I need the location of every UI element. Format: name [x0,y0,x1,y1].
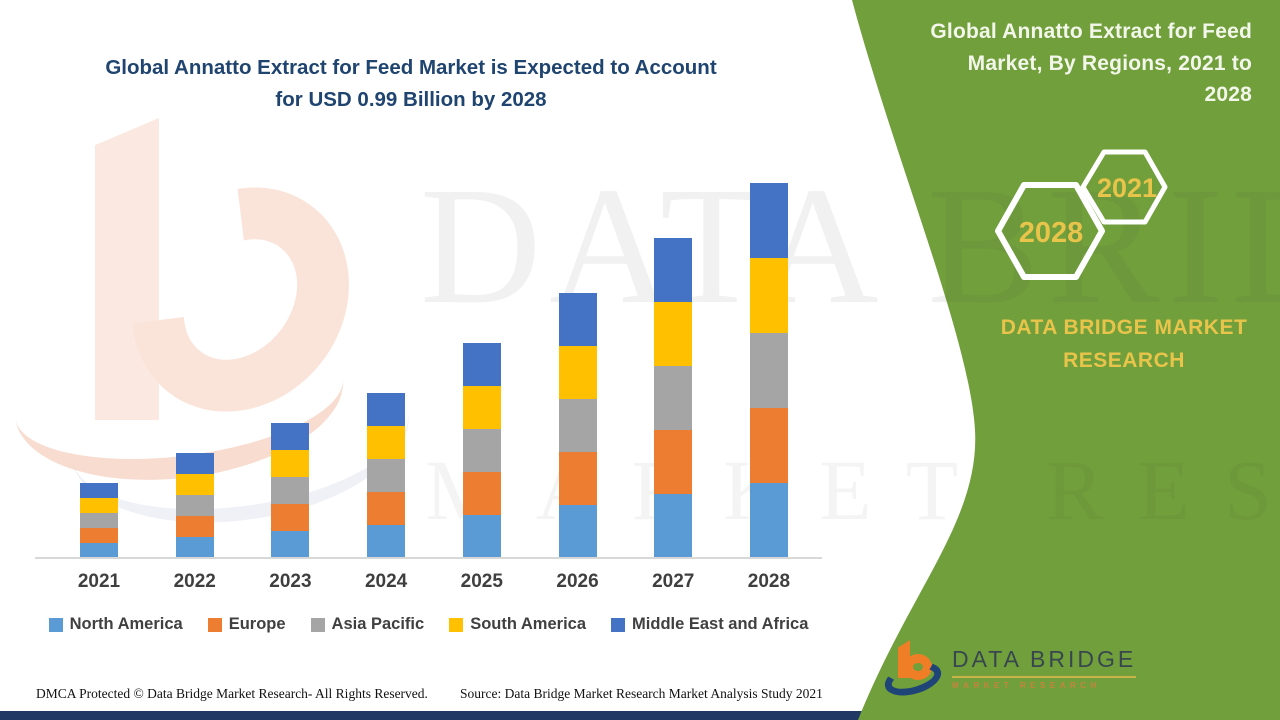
bar-segment-asia-pacific [558,399,597,452]
legend-label: Asia Pacific [331,615,425,633]
source-note: Source: Data Bridge Market Research Mark… [460,686,823,701]
bar-segment-south-america [462,386,501,429]
bar-segment-asia-pacific [80,513,118,528]
legend-label: North America [69,615,183,633]
x-axis-label: 2025 [460,571,503,592]
bar-segment-europe [80,528,118,543]
x-axis-label: 2027 [652,571,695,592]
bar-segment-south-america [749,258,788,333]
legend-item-south-america: South America [449,615,586,634]
bar-segment-middle-east-and-africa [175,453,214,474]
bar-group-2023: 2023 [269,423,312,592]
bar-segment-asia-pacific [367,459,406,492]
bar-group-2024: 2024 [365,393,407,592]
bar-segment-north-america [367,525,406,558]
bar-segment-middle-east-and-africa [462,343,501,386]
bar-group-2025: 2025 [461,343,503,592]
x-axis-label: 2022 [173,571,216,592]
bar-chart: 2021 2022 2023 2024 2025 2026 2027 2028 [78,0,790,592]
bar-segment-middle-east-and-africa [558,293,597,346]
bar-group-2022: 2022 [174,453,216,592]
bar-segment-south-america [558,346,597,399]
bar-segment-asia-pacific [175,495,214,516]
bar-segment-middle-east-and-africa [367,393,406,426]
bar-segment-europe [367,492,406,525]
chart-title: Global Annatto Extract for Feed Market i… [35,52,787,116]
bar-segment-asia-pacific [654,366,693,430]
legend-item-middle-east-and-africa: Middle East and Africa [611,615,808,634]
bar-segment-europe [558,452,597,505]
bar-segment-south-america [80,498,118,513]
legend-item-north-america: North America [48,615,183,634]
legend-label: South America [470,615,587,633]
bar-segment-north-america [80,543,118,558]
bar-segment-north-america [749,483,788,558]
bar-segment-north-america [654,494,693,558]
chart-title-line2: for USD 0.99 Billion by 2028 [275,87,547,111]
legend-item-asia-pacific: Asia Pacific [310,615,425,634]
bar-segment-europe [462,472,501,515]
x-axis-label: 2021 [77,571,121,592]
bar-group-2026: 2026 [556,293,599,592]
bar-segment-middle-east-and-africa [271,423,310,450]
bar-segment-middle-east-and-africa [749,183,788,258]
legend-label: Middle East and Africa [632,615,809,633]
bar-segment-middle-east-and-africa [80,483,118,498]
x-axis-line [35,557,822,559]
bar-group-2027: 2027 [652,238,694,592]
legend-label: Europe [228,615,286,633]
dmca-notice: DMCA Protected © Data Bridge Market Rese… [36,686,428,701]
bar-segment-north-america [558,505,597,558]
bar-segment-asia-pacific [749,333,788,408]
chart-title-line1: Global Annatto Extract for Feed Market i… [105,56,717,79]
green-side-panel [852,0,1280,720]
bar-segment-europe [175,516,214,537]
legend-swatch-icon [449,617,464,632]
bar-segment-asia-pacific [271,477,310,504]
legend-swatch-icon [611,617,626,632]
bar-group-2021: 2021 [78,483,120,592]
bar-segment-north-america [271,531,310,558]
bar-segment-south-america [367,426,406,459]
bar-segment-europe [749,408,788,483]
bar-group-2028: 2028 [748,183,790,592]
legend-item-europe: Europe [207,615,286,634]
bar-segment-north-america [462,515,501,558]
x-axis-label: 2023 [269,571,312,592]
bar-segment-south-america [271,450,310,477]
bar-segment-middle-east-and-africa [654,238,693,302]
bar-segment-north-america [175,537,214,558]
x-axis-label: 2028 [747,571,791,592]
legend-swatch-icon [310,617,325,632]
legend-swatch-icon [48,617,63,632]
chart-legend: North America Europe Asia Pacific South Ame… [35,615,822,634]
bar-segment-south-america [175,474,214,495]
bar-segment-europe [271,504,310,531]
bar-segment-europe [654,430,693,494]
footer-accent-bar [0,711,1280,720]
bar-segment-asia-pacific [462,429,501,472]
x-axis-label: 2026 [556,571,599,592]
legend-swatch-icon [207,617,222,632]
x-axis-label: 2024 [364,571,408,592]
bar-segment-south-america [654,302,693,366]
